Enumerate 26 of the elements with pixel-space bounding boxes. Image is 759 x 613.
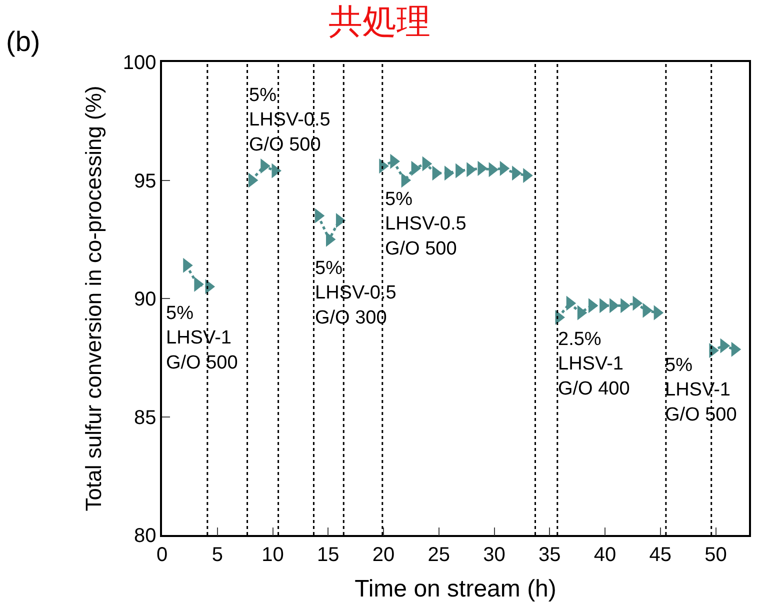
x-tick-label: 5 — [212, 544, 223, 566]
x-tick-label: 20 — [372, 544, 395, 566]
y-tick-label: 90 — [134, 288, 156, 310]
annotation: 5% LHSV-1 G/O 500 — [166, 303, 238, 374]
x-tick-label: 40 — [594, 544, 616, 566]
x-tick-label: 35 — [538, 544, 561, 566]
annotation: 2.5% LHSV-1 G/O 400 — [558, 329, 630, 400]
annotation: 5% LHSV-0.5 G/O 300 — [315, 258, 396, 328]
annotation: 5% LHSV-0.5 G/O 500 — [249, 85, 330, 156]
y-tick-label: 80 — [134, 525, 156, 547]
text: (b) — [6, 26, 40, 57]
y-tick-label: 85 — [134, 406, 156, 429]
x-tick-label: 15 — [317, 544, 340, 566]
x-tick-label: 50 — [704, 544, 727, 566]
y-axis-title: Total sulfur conversion in co-processing (%) — [81, 86, 106, 512]
chart-title: 共処理 — [328, 2, 430, 42]
x-tick-label: 25 — [428, 544, 450, 566]
x-tick-label: 0 — [156, 544, 168, 566]
x-tick-label: 45 — [649, 544, 672, 566]
x-tick-label: 10 — [262, 544, 284, 566]
x-axis-title: Time on stream (h) — [354, 576, 556, 603]
x-tick-label: 30 — [483, 544, 506, 566]
annotation: 5% LHSV-0.5 G/O 500 — [385, 189, 466, 260]
y-tick-label: 100 — [122, 52, 156, 74]
annotation: 5% LHSV-1 G/O 500 — [665, 355, 737, 426]
y-tick-label: 95 — [134, 170, 156, 192]
